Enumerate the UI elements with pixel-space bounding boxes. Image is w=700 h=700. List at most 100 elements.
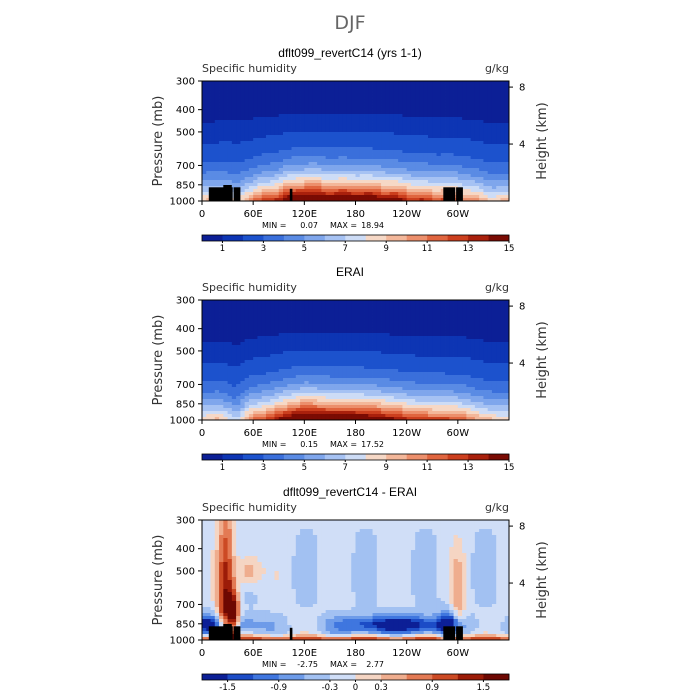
heatmap-cell (402, 195, 408, 199)
heatmap-cell (410, 378, 416, 382)
heatmap-cell (359, 306, 365, 310)
heatmap-cell (419, 129, 425, 133)
heatmap-cell (351, 315, 356, 319)
heatmap-cell (449, 138, 454, 142)
heatmap-cell (483, 102, 489, 106)
heatmap-cell (304, 174, 309, 178)
heatmap-cell (389, 195, 395, 199)
heatmap-cell (202, 138, 207, 142)
heatmap-cell (240, 330, 246, 334)
heatmap-cell (466, 306, 472, 310)
heatmap-cell (317, 306, 322, 310)
heatmap-cell (368, 315, 373, 319)
heatmap-cell (223, 333, 228, 337)
heatmap-cell (248, 168, 254, 172)
heatmap-cell (436, 189, 442, 193)
heatmap-cell (393, 378, 399, 382)
heatmap-cell (440, 159, 446, 163)
heatmap-cell (338, 171, 344, 175)
heatmap-cell (312, 381, 318, 385)
heatmap-cell (248, 381, 254, 385)
heatmap-cell (312, 150, 318, 154)
heatmap-cell (346, 147, 352, 151)
heatmap-cell (368, 90, 373, 94)
heatmap-cell (240, 345, 246, 349)
heatmap-cell (402, 126, 408, 130)
heatmap-cell (231, 375, 237, 379)
heatmap-cell (304, 141, 309, 145)
heatmap-cell (257, 123, 263, 127)
heatmap-cell (491, 129, 497, 133)
heatmap-cell (317, 303, 322, 307)
heatmap-cell (244, 321, 250, 325)
heatmap-cell (334, 345, 339, 349)
heatmap-cell (274, 345, 280, 349)
heatmap-cell (432, 129, 437, 133)
heatmap-cell (474, 90, 480, 94)
heatmap-cell (227, 147, 233, 151)
heatmap-cell (470, 153, 476, 157)
heatmap-cell (359, 312, 365, 316)
heatmap-cell (317, 366, 322, 370)
heatmap-cell (415, 372, 420, 376)
heatmap-cell (312, 117, 318, 121)
heatmap-cell (432, 363, 437, 367)
heatmap-cell (329, 135, 335, 139)
heatmap-cell (253, 300, 258, 304)
heatmap-cell (287, 144, 292, 148)
heatmap-cell (500, 360, 506, 364)
heatmap-cell (321, 192, 327, 196)
heatmap-cell (248, 156, 254, 160)
heatmap-cell (219, 90, 224, 94)
heatmap-cell (389, 348, 395, 352)
heatmap-cell (385, 96, 391, 100)
heatmap-cell (436, 147, 442, 151)
heatmap-cell (214, 84, 220, 88)
heatmap-cell (500, 153, 506, 157)
heatmap-cell (270, 144, 275, 148)
heatmap-cell (427, 363, 433, 367)
heatmap-cell (274, 162, 280, 166)
heatmap-cell (376, 300, 382, 304)
heatmap-cell (457, 165, 463, 169)
heatmap-cell (402, 159, 408, 163)
heatmap-cell (376, 111, 382, 115)
heatmap-cell (300, 108, 305, 112)
heatmap-cell (223, 171, 228, 175)
heatmap-cell (325, 183, 331, 187)
heatmap-cell (248, 318, 254, 322)
heatmap-cell (500, 336, 506, 340)
heatmap-cell (440, 195, 446, 199)
heatmap-cell (240, 123, 246, 127)
heatmap-cell (295, 141, 301, 145)
heatmap-cell (287, 375, 292, 379)
heatmap-cell (393, 330, 399, 334)
heatmap-cell (329, 87, 335, 91)
heatmap-cell (274, 351, 280, 355)
heatmap-cell (432, 81, 437, 85)
heatmap-cell (500, 339, 506, 343)
heatmap-cell (210, 156, 216, 160)
heatmap-cell (393, 321, 399, 325)
heatmap-cell (381, 324, 386, 328)
heatmap-cell (261, 192, 267, 196)
heatmap-cell (491, 132, 497, 136)
heatmap-cell (291, 180, 297, 184)
heatmap-cell (329, 198, 335, 202)
heatmap-cell (474, 102, 480, 106)
heatmap-cell (496, 81, 501, 85)
heatmap-cell (253, 363, 258, 367)
heatmap-cell (372, 138, 378, 142)
heatmap-cell (440, 363, 446, 367)
heatmap-cell (210, 81, 216, 85)
heatmap-cell (427, 381, 433, 385)
heatmap-cell (423, 339, 429, 343)
heatmap-cell (346, 99, 352, 103)
heatmap-cell (312, 195, 318, 199)
heatmap-cell (334, 327, 339, 331)
heatmap-cell (453, 150, 459, 154)
heatmap-cell (470, 357, 476, 361)
heatmap-cell (312, 372, 318, 376)
heatmap-cell (398, 339, 403, 343)
heatmap-cell (427, 312, 433, 316)
